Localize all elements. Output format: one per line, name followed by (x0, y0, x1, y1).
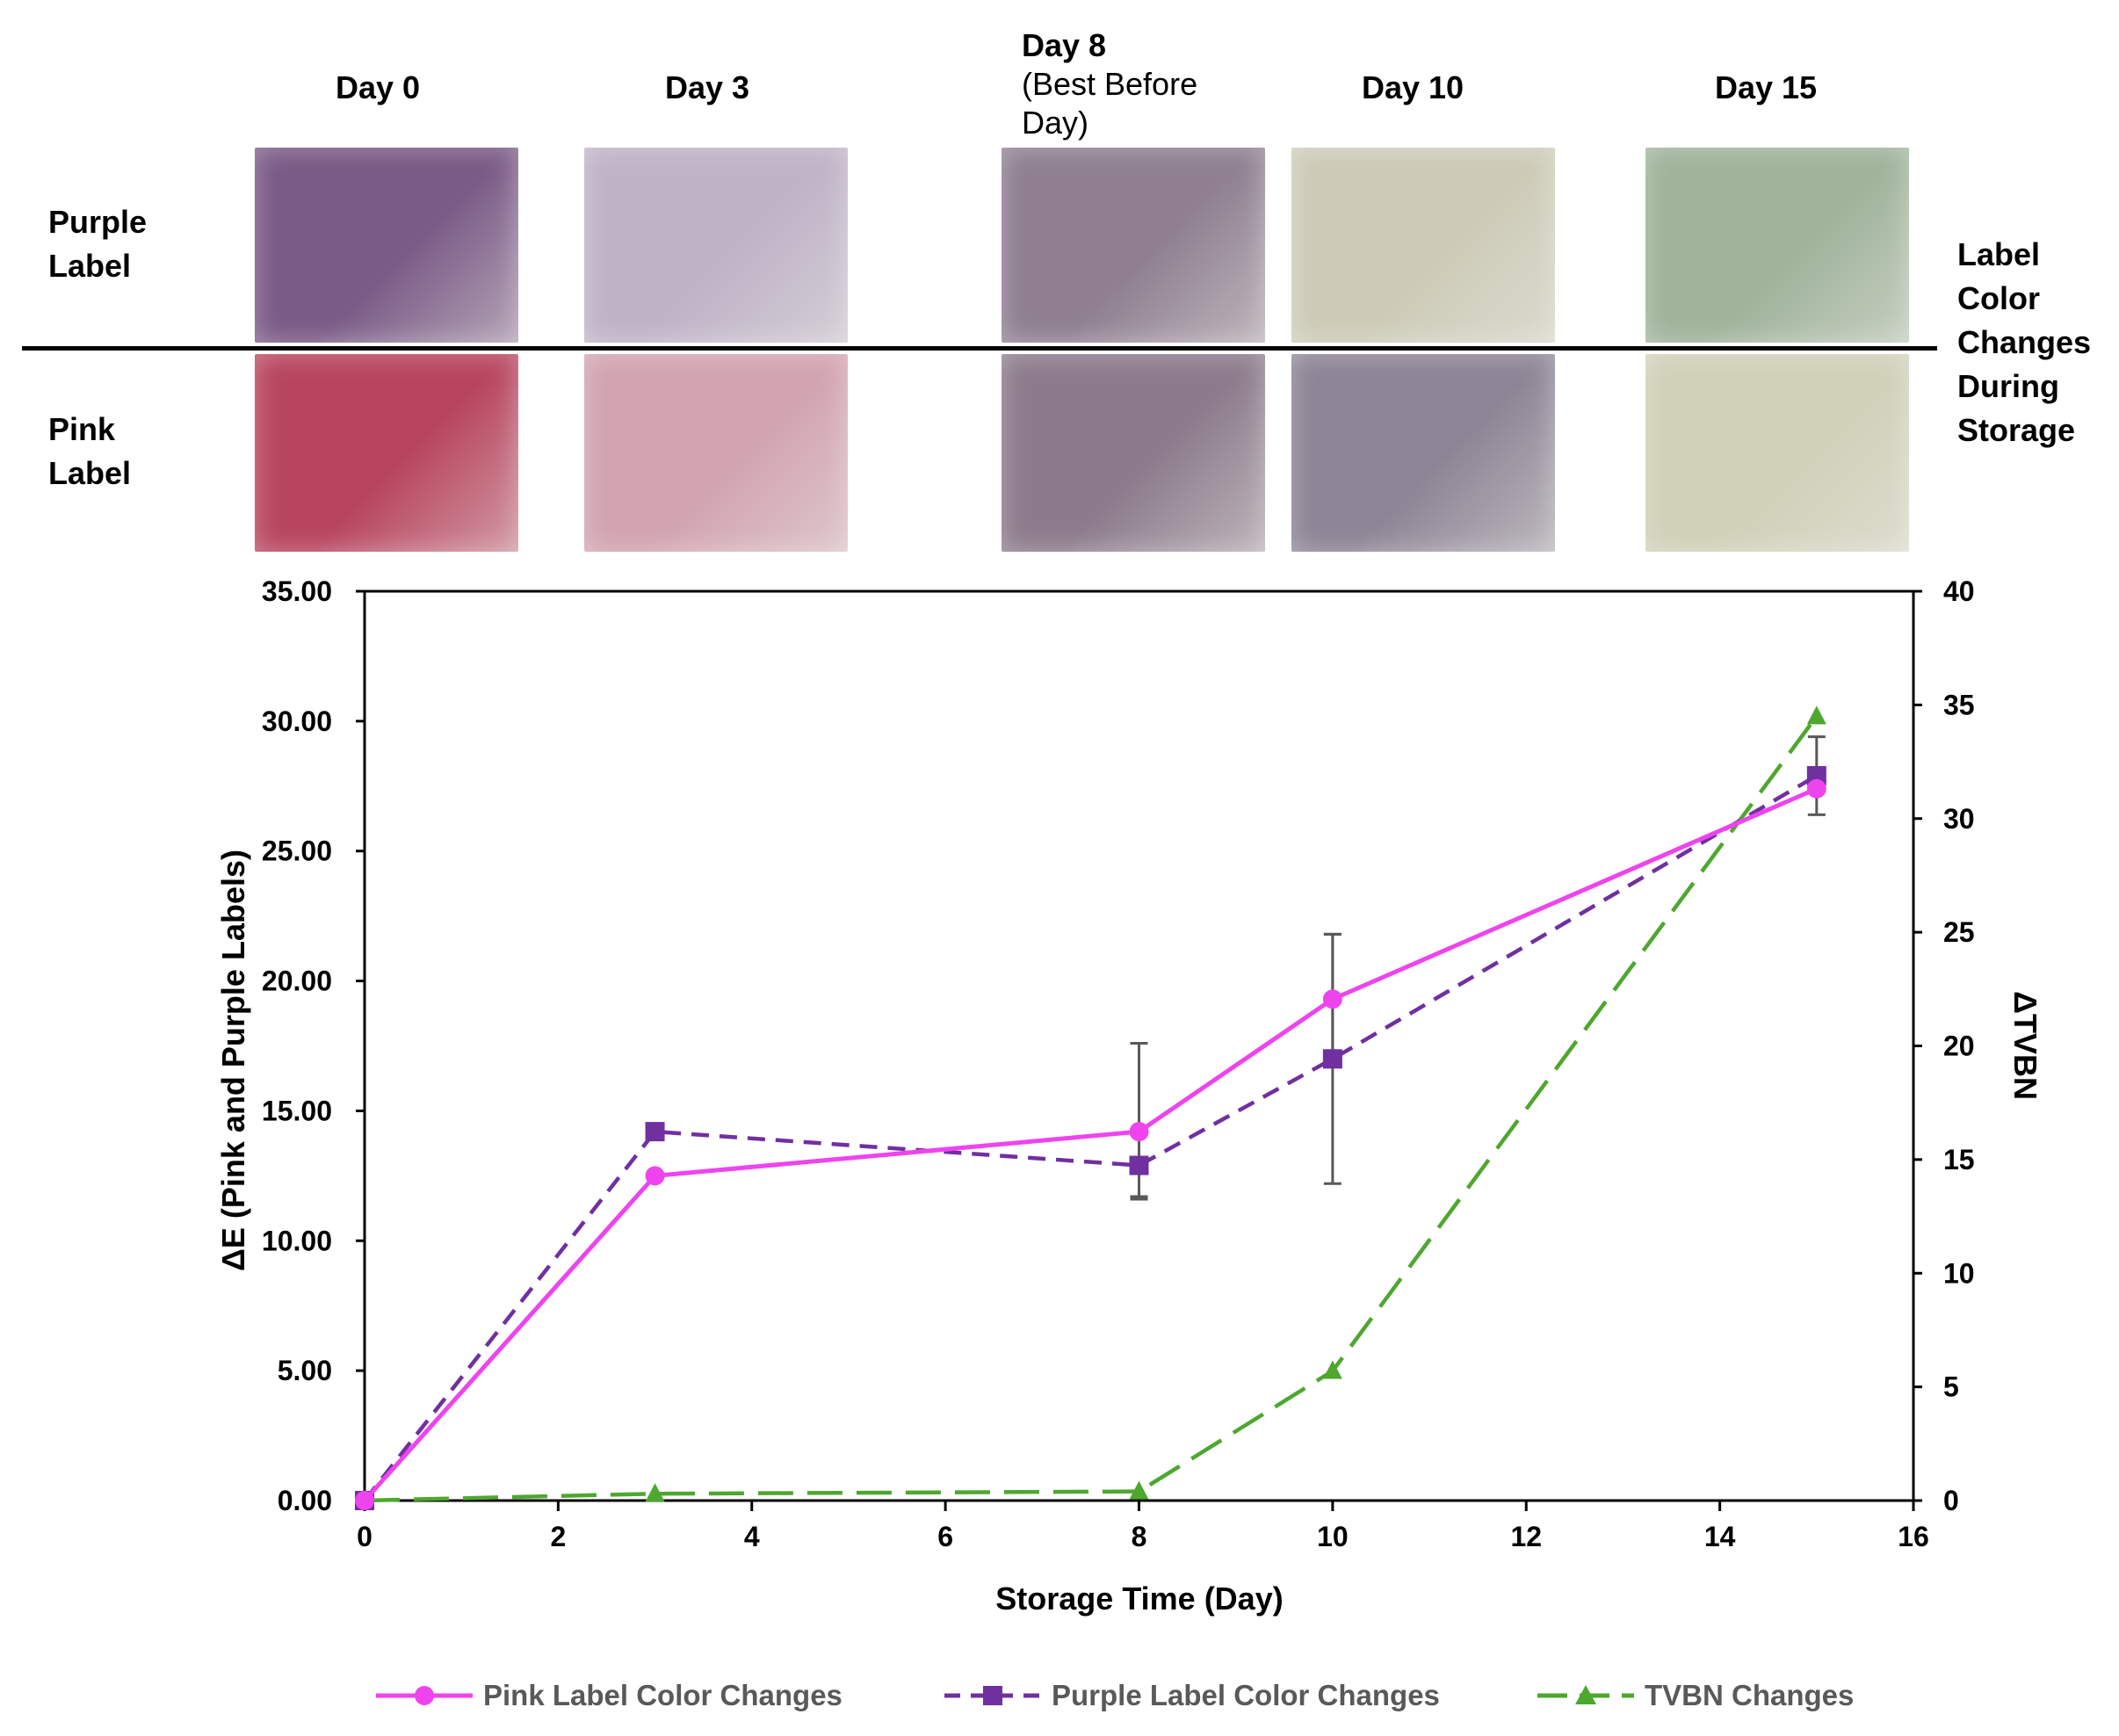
legend-item-pink: Pink Label Color Changes (376, 1669, 843, 1722)
y-right-tick-label: 40 (1943, 575, 1975, 607)
point-pink-label-color-changes-x3 (645, 1166, 665, 1186)
x-axis-label: Storage Time (Day) (995, 1580, 1283, 1617)
point-tvbn-changes-x3 (645, 1483, 665, 1502)
y-left-tick-label: 5.00 (278, 1355, 332, 1386)
pink-label-row-label: Pink Label (48, 411, 132, 491)
purple-label-row-label: Purple Label (48, 204, 148, 284)
y-right-tick-label: 0 (1943, 1485, 1959, 1516)
photo-purple-label-day-15 (1645, 148, 1909, 343)
x-tick-label-12: 12 (1510, 1521, 1542, 1552)
legend-swatch-pink (376, 1686, 473, 1705)
legend-label-tvbn: TVBN Changes (1645, 1679, 1855, 1711)
photo-pink-label-day-15 (1645, 354, 1909, 552)
photo-purple-label-day-10 (1291, 148, 1555, 343)
x-tick-label-14: 14 (1704, 1521, 1736, 1552)
legend-swatch-tvbn (1537, 1685, 1634, 1704)
y-left-tick-label: 30.00 (262, 705, 332, 737)
legend-label-purple: Purple Label Color Changes (1052, 1679, 1440, 1711)
legend-label-pink: Pink Label Color Changes (483, 1679, 843, 1711)
point-purple-label-color-changes-x8 (1129, 1155, 1149, 1175)
series-line-tvbn-changes (364, 714, 1819, 1503)
y-left-tick-label: 10.00 (262, 1225, 332, 1256)
day-8-heading: Day 8 (Best Before Day) (1022, 26, 1250, 142)
photo-purple-label-day-3 (584, 148, 848, 343)
x-tick-label-6: 6 (937, 1521, 953, 1552)
side-caption: Label Color Changes During Storage (1957, 236, 2092, 448)
x-tick-label-8: 8 (1132, 1521, 1147, 1552)
series-layer (355, 705, 1826, 1510)
photo-purple-label-day-0 (255, 148, 518, 343)
legend-item-tvbn: TVBN Changes (1537, 1669, 1854, 1722)
legend: Pink Label Color Changes Purple Label Co… (0, 1669, 2119, 1722)
y-left-tick-label: 0.00 (278, 1485, 332, 1516)
point-pink-label-color-changes-x10 (1322, 989, 1342, 1009)
x-tick-label-4: 4 (744, 1521, 760, 1552)
point-purple-label-color-changes-x3 (645, 1122, 665, 1142)
point-pink-label-color-changes-x0 (355, 1491, 374, 1510)
y-right-tick-label: 15 (1943, 1144, 1975, 1175)
y-right-tick-label: 30 (1943, 803, 1975, 835)
point-purple-label-color-changes-x10 (1322, 1049, 1342, 1069)
series-line-purple-label-color-changes (363, 774, 1818, 1502)
day-15-heading: Day 15 (1714, 69, 1818, 105)
day-3-heading: Day 3 (664, 69, 750, 105)
y-left-tick-label: 20.00 (262, 966, 332, 997)
day-8-note: (Best Before Day) (1022, 66, 1198, 141)
series-line-pink-label-color-changes (363, 786, 1818, 1502)
y-left-tick-label: 35.00 (262, 575, 332, 607)
photo-pink-label-day-0 (255, 354, 518, 552)
day-0-heading: Day 0 (335, 69, 421, 105)
y-left-tick-label: 25.00 (262, 835, 332, 867)
x-tick-label-16: 16 (1898, 1521, 1929, 1552)
row-divider (22, 346, 1937, 351)
x-tick-label-10: 10 (1317, 1521, 1349, 1552)
y-left-tick-label: 15.00 (262, 1095, 332, 1126)
day-8-label: Day 8 (1022, 27, 1107, 63)
photo-pink-label-day-10 (1291, 354, 1555, 552)
point-tvbn-changes-x15 (1806, 705, 1826, 725)
chart: 0 2 4 6 8 10 12 14 16 0.00 5.00 10.00 15.00 20.00 25.0… (215, 575, 2043, 1617)
photo-pink-label-day-8 (1002, 354, 1265, 552)
y-right-tick-label: 10 (1943, 1257, 1975, 1289)
y-right-tick-label: 25 (1943, 916, 1975, 948)
day-10-heading: Day 10 (1361, 69, 1464, 105)
photo-purple-label-day-8 (1002, 148, 1265, 343)
y-axis-label-right: ΔTVBN (2007, 991, 2043, 1100)
y-right-tick-label: 5 (1943, 1371, 1959, 1403)
axes: 0 2 4 6 8 10 12 14 16 0.00 5.00 10.00 15.00 20.00 25.0… (262, 575, 1975, 1552)
y-right-tick-label: 35 (1943, 689, 1975, 720)
x-tick-label-0: 0 (357, 1521, 372, 1552)
point-pink-label-color-changes-x15 (1806, 778, 1826, 799)
point-tvbn-changes-x10 (1322, 1360, 1342, 1379)
point-tvbn-changes-x8 (1129, 1480, 1149, 1500)
x-tick-label-2: 2 (550, 1521, 566, 1552)
y-right-tick-label: 20 (1943, 1031, 1975, 1062)
legend-item-purple: Purple Label Color Changes (944, 1669, 1440, 1722)
photo-pink-label-day-3 (584, 354, 848, 552)
point-pink-label-color-changes-x8 (1129, 1122, 1149, 1142)
legend-swatch-purple (944, 1686, 1041, 1705)
y-axis-label-left: ΔE (Pink and Purple Labels) (215, 850, 251, 1271)
